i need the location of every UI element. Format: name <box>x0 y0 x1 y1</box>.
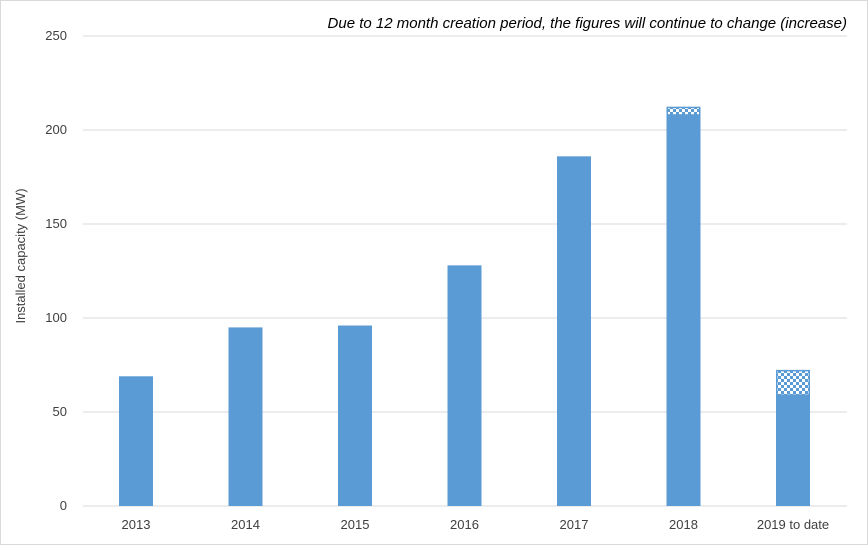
bar-2017 <box>557 156 591 506</box>
bar-2019-to-date <box>776 395 810 506</box>
x-tick-label: 2014 <box>231 517 260 532</box>
y-tick-label: 0 <box>60 498 67 513</box>
y-tick-label: 250 <box>45 28 67 43</box>
x-tick-label: 2018 <box>669 517 698 532</box>
x-tick-label: 2017 <box>560 517 589 532</box>
y-tick-label: 150 <box>45 216 67 231</box>
chart-annotation: Due to 12 month creation period, the fig… <box>328 15 847 32</box>
bar-2013 <box>119 376 153 506</box>
bar-2014 <box>228 327 263 506</box>
y-tick-label: 50 <box>53 404 67 419</box>
x-tick-label: 2013 <box>122 517 151 532</box>
x-tick-label: 2015 <box>341 517 370 532</box>
bar-2016 <box>447 265 482 506</box>
x-tick-label: 2019 to date <box>757 517 829 532</box>
bar-2015 <box>338 325 372 506</box>
bars <box>119 106 810 507</box>
x-axis-ticks: 2013 2014 2015 2016 2017 2018 2019 to date <box>122 517 830 532</box>
y-tick-label: 100 <box>45 310 67 325</box>
bar-2018 <box>666 114 701 507</box>
y-tick-label: 200 <box>45 122 67 137</box>
bar-increase-2019-to-date <box>776 369 810 396</box>
bar-increase-2018 <box>666 106 701 116</box>
y-axis-ticks: 0 50 100 150 200 250 <box>45 28 67 513</box>
x-tick-label: 2016 <box>450 517 479 532</box>
y-axis-title: Installed capacity (MW) <box>13 188 28 323</box>
